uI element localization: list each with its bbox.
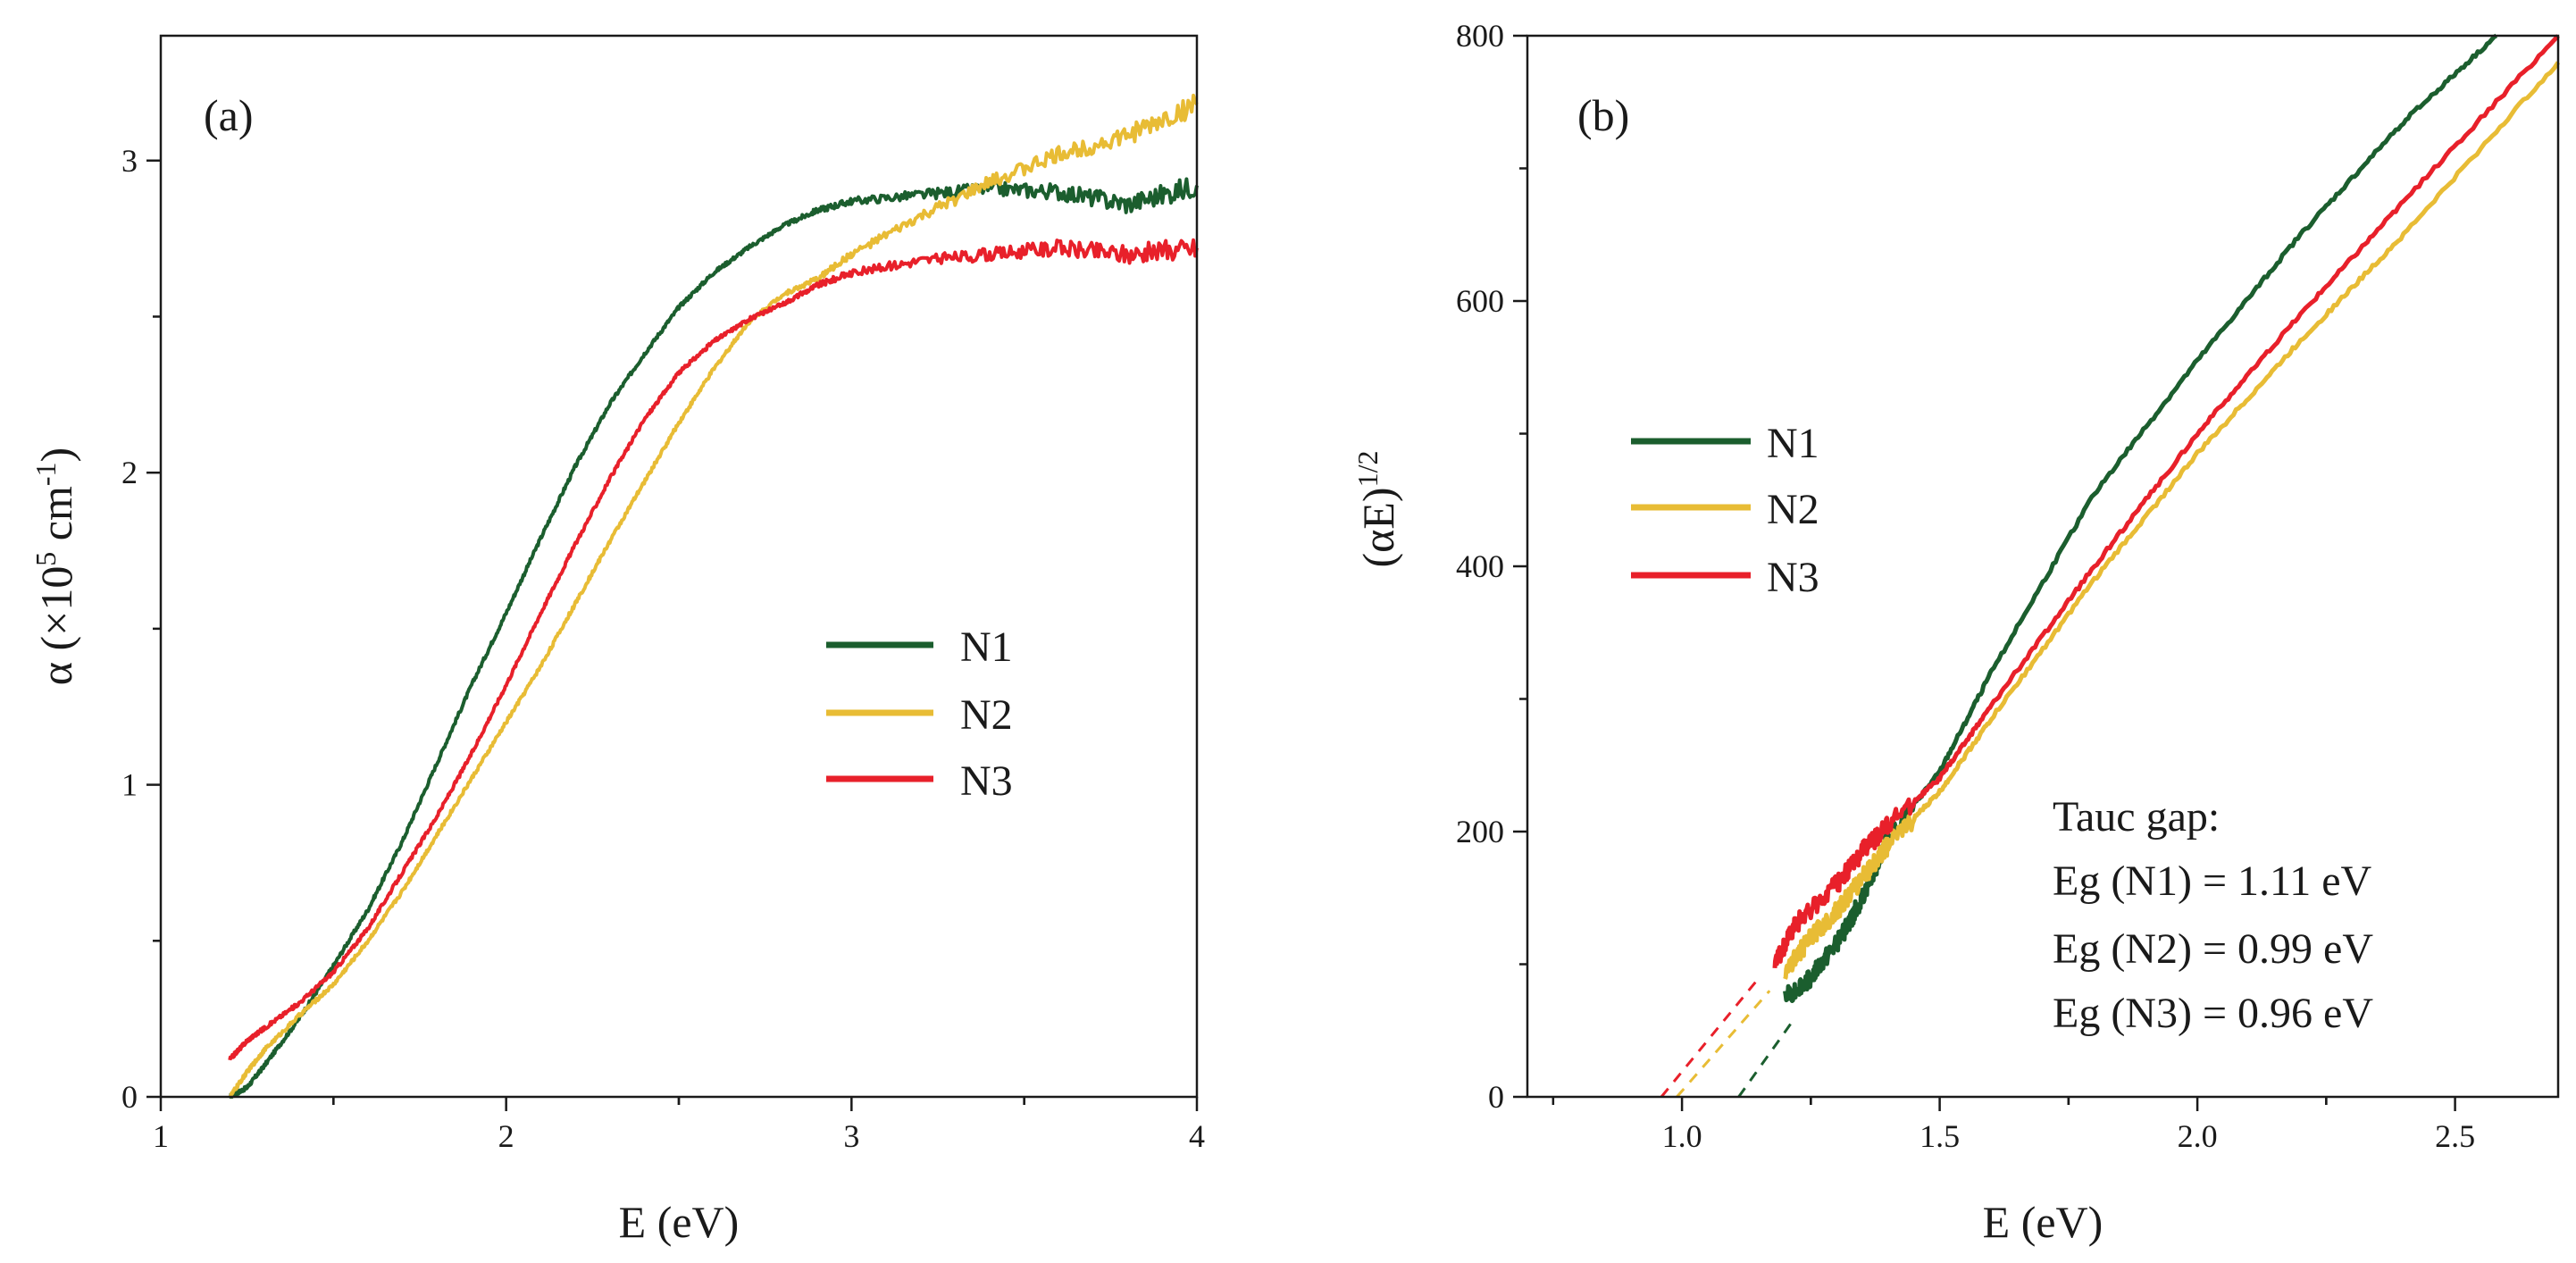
panel-b-frame	[1526, 34, 2560, 1099]
panel-a-y-axis-title: α (×105 cm-1)	[29, 447, 81, 685]
y-tick-label: 200	[1456, 814, 1504, 849]
tauc-fit-line-n2	[1676, 990, 1771, 1098]
panel-a-series	[228, 93, 1199, 1099]
legend-label-n1: N1	[960, 623, 1013, 671]
panel-b-legend: N1 N2 N3	[1631, 420, 1819, 601]
y-tick-label: 400	[1456, 548, 1504, 584]
panel-b-label: (b)	[1577, 90, 1629, 140]
y-tick-label: 0	[1488, 1079, 1504, 1115]
x-tick-label: 3	[843, 1118, 859, 1154]
x-tick-label: 4	[1189, 1118, 1205, 1154]
y-tick-label: 2	[121, 455, 138, 490]
tauc-fit-line-n3	[1660, 976, 1761, 1098]
tauc-gap-annotation: Tauc gap: Eg (N1) = 1.11 eV Eg (N2) = 0.…	[2053, 793, 2373, 1037]
tauc-gap-n1: Eg (N1) = 1.11 eV	[2053, 857, 2372, 905]
panel-b-series	[1772, 33, 2561, 1003]
panel-a-legend: N1 N2 N3	[826, 623, 1013, 805]
tauc-gap-n2: Eg (N2) = 0.99 eV	[2053, 925, 2373, 973]
series-line-n2	[228, 93, 1199, 1099]
y-tick-label: 0	[121, 1079, 138, 1115]
tauc-gap-heading: Tauc gap:	[2053, 793, 2220, 841]
x-tick-label: 2	[498, 1118, 514, 1154]
panel-b-ticks: 1.0 1.5 2.0 2.5 0 200 400 600 800	[1456, 18, 2475, 1154]
x-tick-label: 1	[153, 1118, 169, 1154]
panel-b-y-axis-title: (αE)1/2	[1351, 451, 1403, 568]
legend-label-n2: N2	[1767, 486, 1819, 533]
panel-b: 1.0 1.5 2.0 2.5 0 200 400 600 800 (b) E (eV) (αE…	[1351, 18, 2561, 1247]
series-line-n2	[1783, 61, 2561, 980]
panel-b-tauc-fit-lines	[1660, 976, 1797, 1098]
y-tick-label: 1	[121, 767, 138, 803]
panel-a-label: (a)	[204, 90, 254, 140]
tauc-gap-n3: Eg (N3) = 0.96 eV	[2053, 990, 2373, 1037]
y-tick-label: 3	[121, 143, 138, 179]
legend-label-n3: N3	[960, 757, 1013, 805]
series-line-n1	[228, 177, 1199, 1099]
x-tick-label: 2.0	[2178, 1118, 2218, 1154]
panel-a-frame	[159, 34, 1199, 1099]
y-tick-label: 800	[1456, 18, 1504, 54]
x-tick-label: 1.0	[1662, 1118, 1702, 1154]
series-line-n1	[1783, 33, 2497, 1003]
panel-a-x-axis-title: E (eV)	[619, 1197, 740, 1247]
series-line-n3	[1772, 34, 2560, 969]
x-tick-label: 2.5	[2435, 1118, 2475, 1154]
legend-label-n2: N2	[960, 691, 1013, 739]
panel-b-x-axis-title: E (eV)	[1983, 1197, 2103, 1247]
tauc-fit-line-n1	[1737, 1016, 1797, 1098]
legend-label-n1: N1	[1767, 420, 1819, 467]
legend-label-n3: N3	[1767, 554, 1819, 601]
x-tick-label: 1.5	[1919, 1118, 1960, 1154]
y-tick-label: 600	[1456, 283, 1504, 319]
series-line-n3	[228, 238, 1199, 1061]
